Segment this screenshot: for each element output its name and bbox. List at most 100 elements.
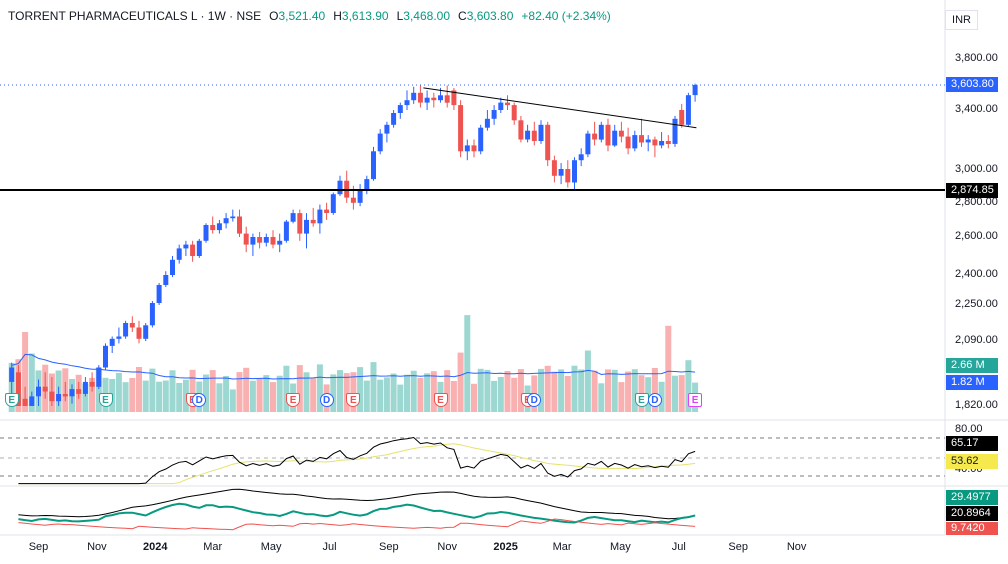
x-tick-label: Sep <box>379 541 399 553</box>
y-tick-label: 1,820.00 <box>955 399 998 411</box>
dividend-marker[interactable]: D <box>527 393 542 407</box>
x-tick-label: Nov <box>786 541 807 553</box>
change-value: +82.40 (+2.34%) <box>521 9 611 23</box>
volume-bar <box>665 325 672 412</box>
candle-body <box>585 133 591 155</box>
volume-bar <box>296 365 303 412</box>
candle-body <box>190 244 196 256</box>
volume-bar <box>464 315 471 412</box>
rsi-line <box>18 436 696 485</box>
volume-bar <box>256 378 263 412</box>
candle-body <box>290 213 296 222</box>
candle-body <box>672 118 678 144</box>
candle-body <box>243 233 249 245</box>
candle-body <box>632 135 638 149</box>
candle-body <box>143 325 149 339</box>
currency-button[interactable]: INR <box>945 10 978 30</box>
volume-bar <box>410 370 417 412</box>
volume-bar <box>189 369 196 412</box>
y-tick-label: 3,000.00 <box>955 163 998 175</box>
x-tick-label: Mar <box>552 541 572 553</box>
earnings-marker[interactable]: E <box>346 393 361 407</box>
earnings-marker[interactable]: E <box>98 393 113 407</box>
candle-body <box>210 225 216 231</box>
candle-body <box>431 97 437 101</box>
candle-body <box>679 110 685 125</box>
candle-body <box>330 194 336 213</box>
earnings-marker[interactable]: E <box>4 393 19 407</box>
volume-bar <box>310 378 317 412</box>
last-price-tag: 3,603.80 <box>946 77 998 92</box>
earnings-marker[interactable]: E <box>634 393 649 407</box>
candle-body <box>578 154 584 161</box>
volume-bar <box>584 350 591 412</box>
candle-body <box>685 95 691 125</box>
candle-body <box>129 323 135 328</box>
candle-body <box>196 240 202 256</box>
candle-body <box>297 213 303 234</box>
candle-body <box>438 95 443 101</box>
volume-bar <box>685 360 692 412</box>
volume-bar <box>605 369 611 412</box>
rsi-value-tag: 65.17 <box>946 436 998 451</box>
volume-bar <box>209 370 216 412</box>
volume-ma-tag: 1.82 M <box>946 375 998 390</box>
candle-body <box>277 240 283 245</box>
volume-bar <box>611 369 618 412</box>
volume-bar <box>89 377 96 412</box>
candle-body <box>545 124 551 161</box>
candle-body <box>625 136 631 149</box>
candle-body <box>170 259 175 275</box>
candle-body <box>417 92 423 103</box>
volume-bar <box>263 375 270 412</box>
dmi-minus-tag: 9.7420 <box>946 522 998 535</box>
volume-bar <box>363 380 370 412</box>
dividend-marker[interactable]: D <box>319 393 334 407</box>
x-tick-label: Sep <box>728 541 748 553</box>
volume-bar <box>22 332 29 412</box>
earnings-marker[interactable]: E <box>688 393 703 407</box>
x-tick-label: May <box>260 541 282 553</box>
volume-bar <box>517 369 524 412</box>
volume-bar <box>95 368 102 412</box>
volume-bar <box>28 353 35 412</box>
volume-bar <box>370 362 377 412</box>
volume-bar <box>390 373 397 412</box>
volume-bar <box>122 382 129 412</box>
volume-bar <box>631 369 638 412</box>
high-label: H <box>333 9 342 23</box>
volume-bar <box>678 375 685 412</box>
dmi-pane <box>18 488 696 531</box>
candle-body <box>29 396 35 406</box>
volume-bar <box>115 373 122 412</box>
volume-bar <box>424 373 431 412</box>
candle-body <box>163 275 169 285</box>
dividend-marker[interactable]: D <box>192 393 207 407</box>
volume-bar <box>136 367 142 412</box>
x-tick-label: Nov <box>437 541 457 553</box>
earnings-marker[interactable]: E <box>433 393 448 407</box>
candle-body <box>518 120 524 140</box>
rsi-pane <box>0 436 945 485</box>
candle-body <box>42 386 48 392</box>
candle-body <box>9 367 15 382</box>
close-label: C <box>458 9 467 23</box>
volume-bar <box>471 383 477 412</box>
candle-body <box>411 92 417 101</box>
earnings-marker[interactable]: E <box>286 393 301 407</box>
support-price-tag: 2,874.85 <box>946 183 998 198</box>
volume-bar <box>558 369 565 412</box>
candle-body <box>49 391 55 402</box>
candle-body <box>123 323 129 337</box>
candle-body <box>69 389 75 397</box>
y-tick-label: 2,600.00 <box>955 230 998 242</box>
volume-bar <box>176 383 183 412</box>
volume-bar <box>357 367 364 412</box>
candle-body <box>598 124 604 140</box>
volume-bar <box>450 381 457 412</box>
low-value: 3,468.00 <box>403 9 451 23</box>
dividend-marker[interactable]: D <box>647 393 662 407</box>
volume-bar <box>343 373 350 412</box>
trend-line[interactable] <box>423 87 697 129</box>
